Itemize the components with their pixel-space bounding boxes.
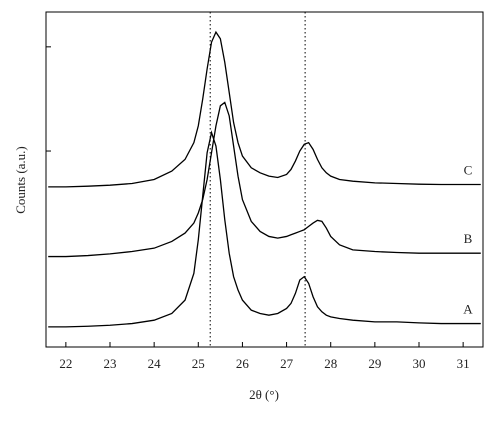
x-tick-label: 22 bbox=[59, 356, 72, 371]
x-tick-label: 28 bbox=[324, 356, 337, 371]
y-axis-label: Counts (a.u.) bbox=[13, 146, 28, 214]
series-line bbox=[48, 30, 481, 188]
series-label: C bbox=[464, 163, 473, 178]
x-tick-label: 31 bbox=[457, 356, 470, 371]
x-tick-label: 29 bbox=[368, 356, 381, 371]
series-label: B bbox=[464, 231, 473, 246]
series-label: A bbox=[463, 302, 473, 317]
x-tick-label: 27 bbox=[280, 356, 294, 371]
series-line bbox=[48, 130, 481, 328]
x-tick-label: 25 bbox=[192, 356, 205, 371]
x-tick-label: 24 bbox=[148, 356, 162, 371]
series-line bbox=[48, 101, 481, 258]
x-tick-label: 30 bbox=[412, 356, 425, 371]
plot-frame bbox=[45, 11, 484, 348]
x-tick-label: 23 bbox=[104, 356, 117, 371]
x-axis-label: 2θ (°) bbox=[249, 387, 279, 402]
x-tick-label: 26 bbox=[236, 356, 250, 371]
